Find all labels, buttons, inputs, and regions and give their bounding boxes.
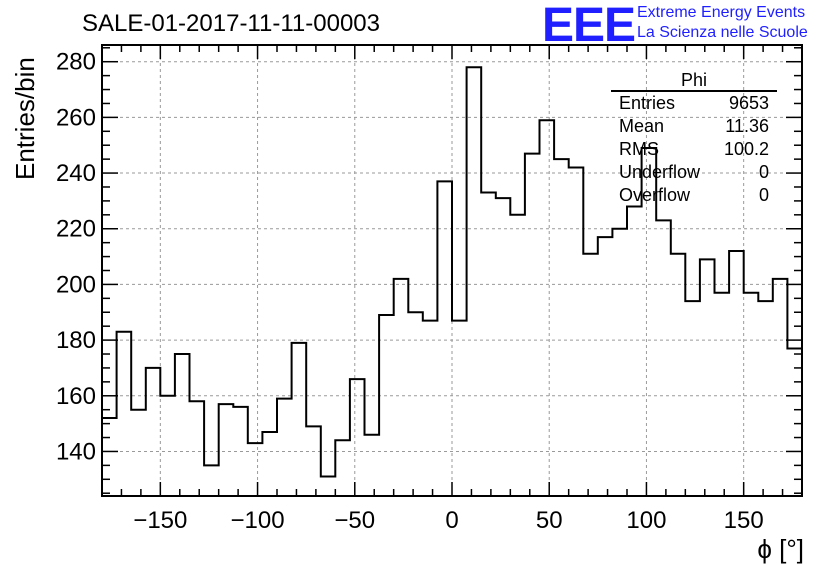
x-axis-label: ϕ [°] (757, 534, 804, 564)
x-tick-label: −100 (231, 507, 285, 534)
stats-label: Mean (619, 116, 665, 136)
y-tick-label: 260 (56, 104, 96, 131)
y-axis-label: Entries/bin (10, 57, 40, 180)
stats-box: Phi Entries 9653 Mean 11.36 RMS 100.2 Under… (611, 70, 777, 207)
stats-value: 11.36 (725, 116, 769, 136)
x-tick-label: −50 (334, 507, 375, 534)
stats-value: 9653 (728, 93, 769, 113)
logo-line1: Extreme Energy Events (637, 4, 806, 21)
stats-value: 100.2 (723, 139, 769, 159)
x-tick-label: −150 (133, 507, 187, 534)
chart-title: SALE-01-2017-11-11-00003 (82, 10, 380, 37)
y-tick-label: 220 (56, 216, 96, 243)
x-tick-label: 0 (445, 507, 458, 534)
stats-row-underflow: Underflow 0 (611, 161, 777, 184)
y-tick-label: 140 (56, 438, 96, 465)
y-tick-label: 240 (56, 160, 96, 187)
stats-row-mean: Mean 11.36 (611, 115, 777, 138)
x-tick-label: 50 (536, 507, 563, 534)
y-tick-label: 280 (56, 49, 96, 76)
histogram-steps (102, 66, 802, 478)
stats-value: 0 (758, 185, 769, 205)
stats-label: Underflow (619, 162, 701, 182)
x-tick-label: 100 (626, 507, 666, 534)
y-tick-label: 180 (56, 327, 96, 354)
x-tick-label: 150 (724, 507, 764, 534)
logo-line2: La Scienza nelle Scuole (637, 24, 808, 41)
y-tick-label: 200 (56, 271, 96, 298)
stats-row-entries: Entries 9653 (611, 92, 777, 115)
stats-title: Phi (611, 70, 777, 92)
y-tick-label: 160 (56, 383, 96, 410)
stats-label: RMS (619, 139, 659, 159)
stats-value: 0 (758, 162, 769, 182)
stats-row-overflow: Overflow 0 (611, 184, 777, 207)
eee-logo: EEE (542, 0, 636, 52)
stats-label: Overflow (619, 185, 691, 205)
stats-row-rms: RMS 100.2 (611, 138, 777, 161)
stats-label: Entries (619, 93, 676, 113)
